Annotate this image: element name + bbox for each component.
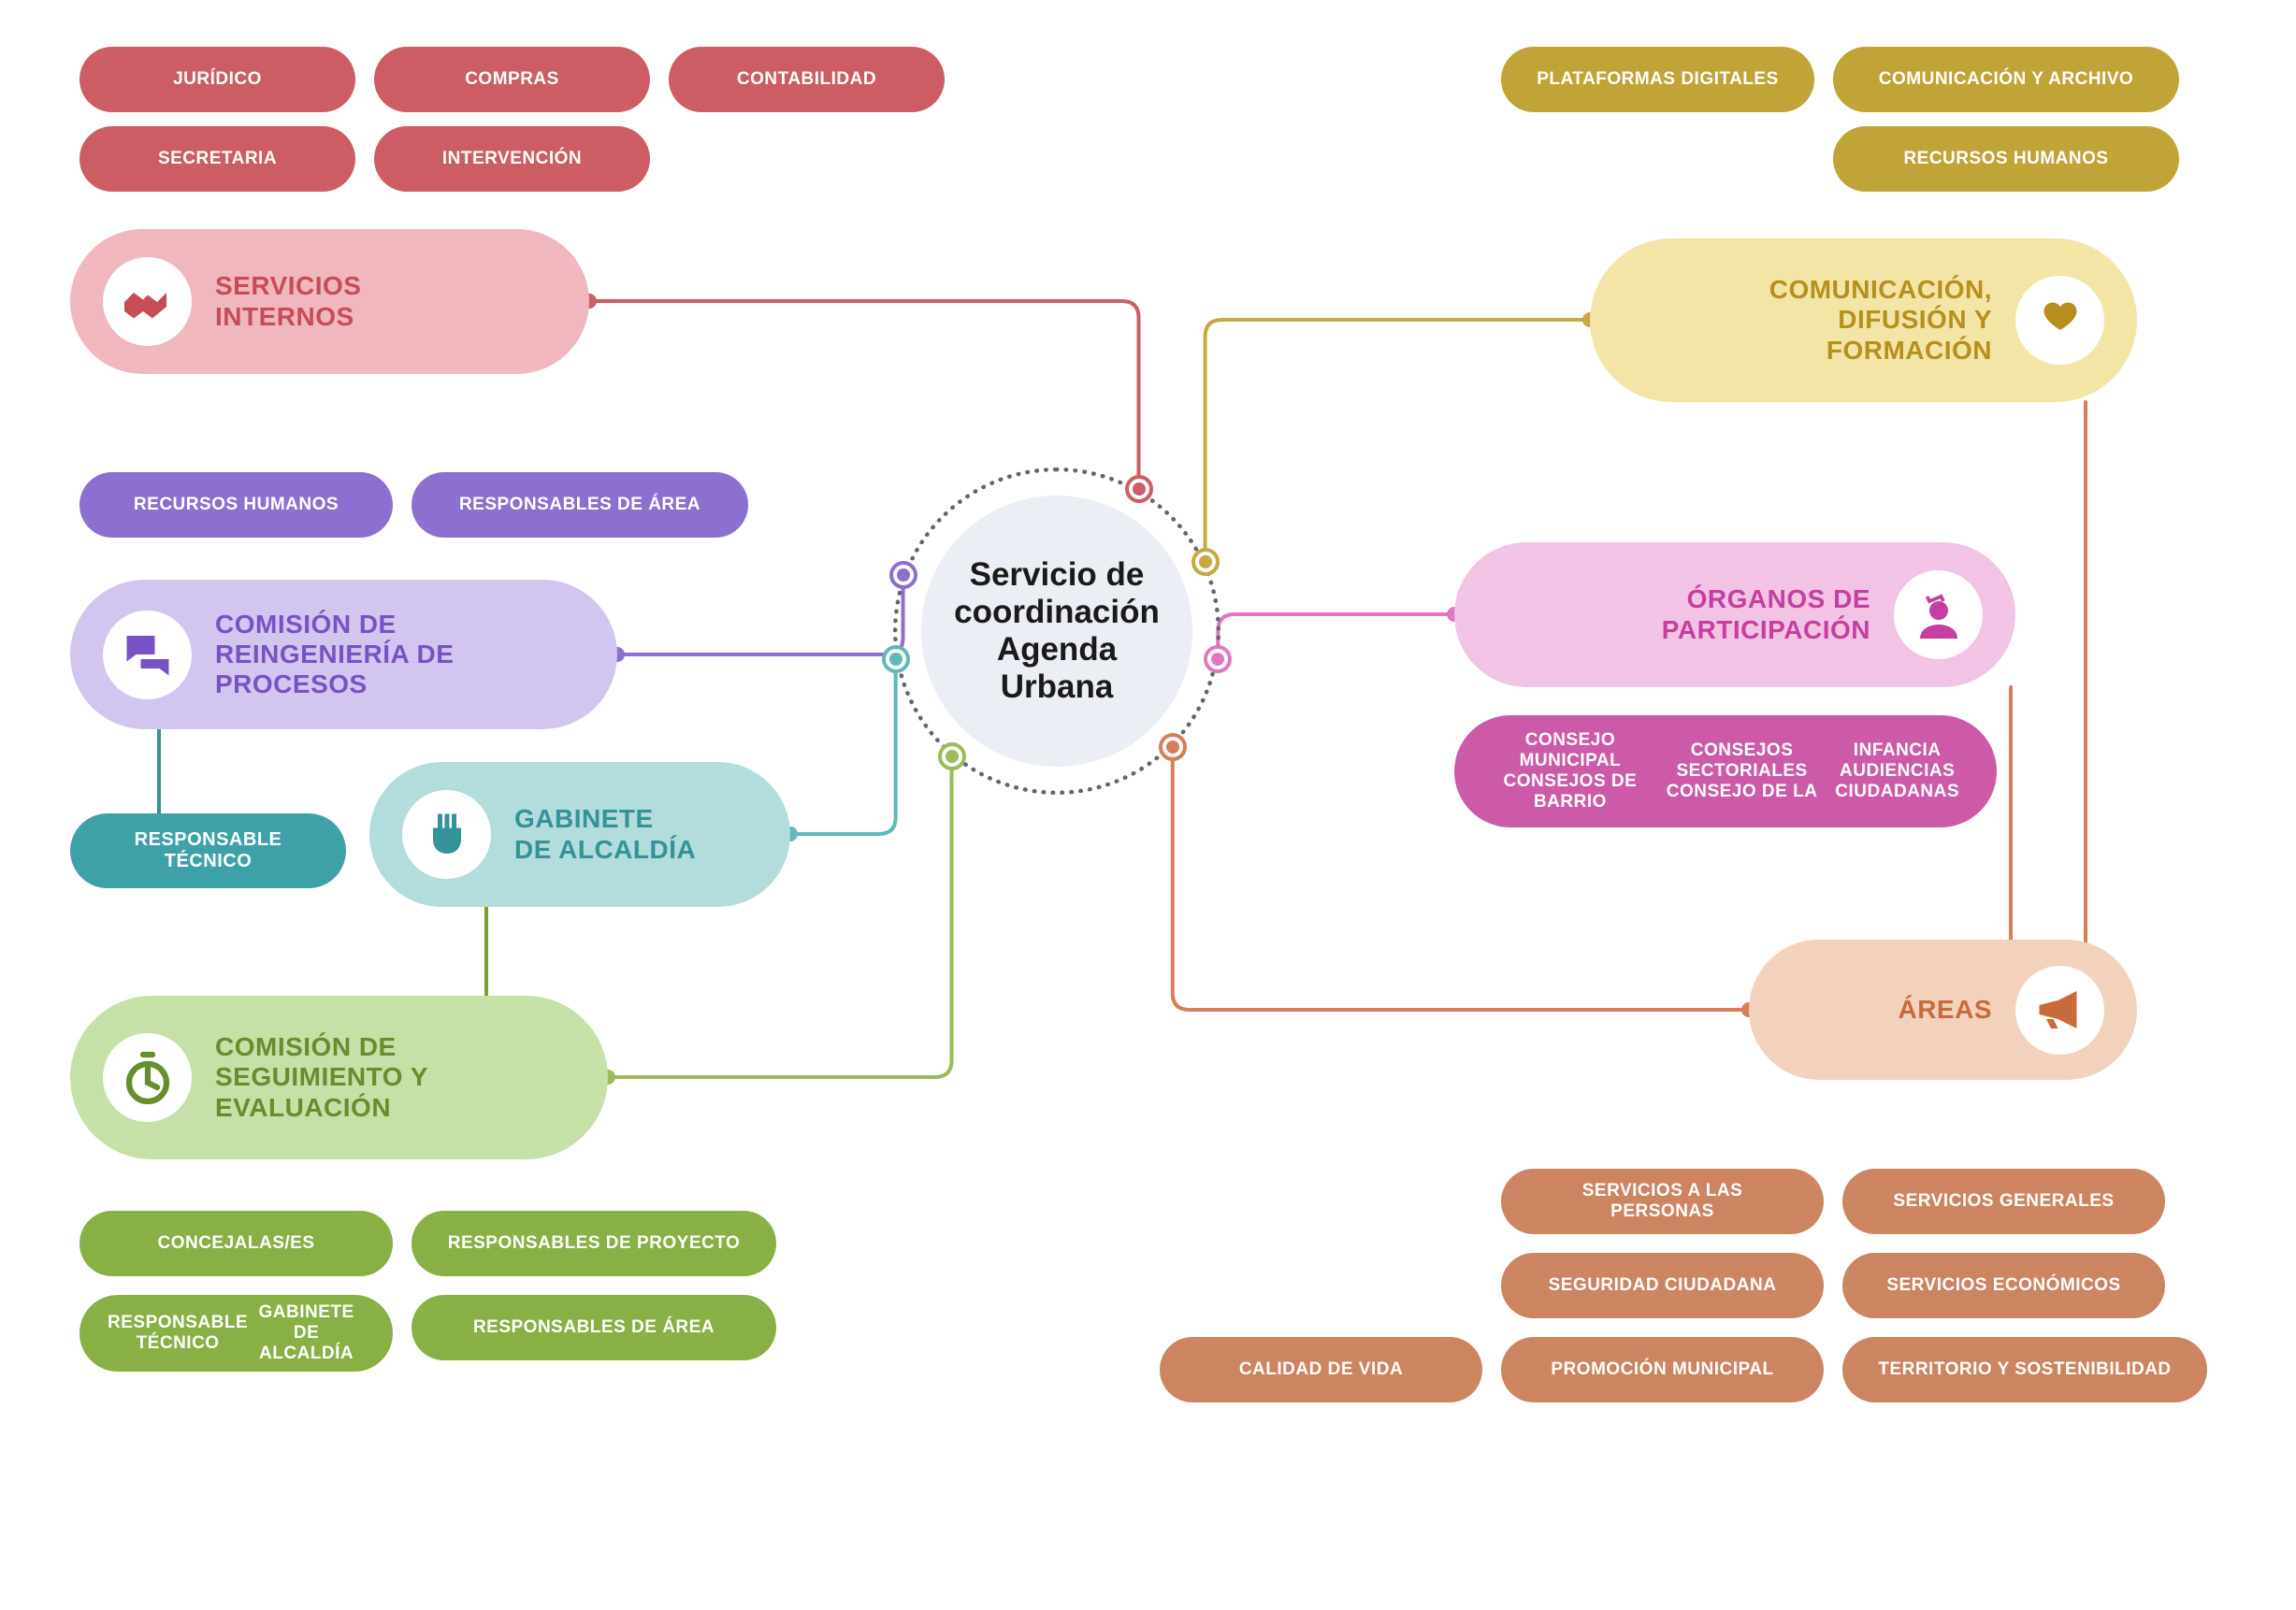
chip: SERVICIOS ECONÓMICOS	[1842, 1253, 2165, 1318]
chip: CONTABILIDAD	[669, 47, 945, 112]
chip: SERVICIOS A LAS PERSONAS	[1501, 1169, 1824, 1234]
center-title: Servicio decoordinaciónAgendaUrbana	[954, 556, 1160, 707]
chip: TERRITORIO Y SOSTENIBILIDAD	[1842, 1337, 2207, 1402]
people-icon	[1894, 570, 1983, 659]
chip: CONSEJO MUNICIPAL CONSEJOS DE BARRIOCONS…	[1454, 715, 1997, 827]
major-comunicacion: COMUNICACIÓN,DIFUSIÓN YFORMACIÓN	[1590, 238, 2137, 402]
megaphone-icon	[2015, 966, 2104, 1055]
major-label: GABINETEDE ALCALDÍA	[514, 804, 696, 864]
chat-icon	[103, 611, 192, 699]
handshake-icon	[103, 257, 192, 346]
major-label: ÁREAS	[1898, 995, 1992, 1025]
major-comision_seguimiento: COMISIÓN DESEGUIMIENTO YEVALUACIÓN	[70, 996, 608, 1159]
major-label: COMISIÓN DEREINGENIERÍA DEPROCESOS	[215, 610, 454, 700]
chip: SEGURIDAD CIUDADANA	[1501, 1253, 1824, 1318]
major-label: COMISIÓN DESEGUIMIENTO YEVALUACIÓN	[215, 1032, 428, 1123]
major-comision_reingenieria: COMISIÓN DEREINGENIERÍA DEPROCESOS	[70, 580, 617, 729]
chip: CONCEJALAS/ES	[79, 1211, 393, 1276]
chip: RESPONSABLES DE PROYECTO	[412, 1211, 776, 1276]
chip: PLATAFORMAS DIGITALES	[1501, 47, 1814, 112]
chip: PROMOCIÓN MUNICIPAL	[1501, 1337, 1824, 1402]
chip: COMUNICACIÓN Y ARCHIVO	[1833, 47, 2179, 112]
major-label: COMUNICACIÓN,DIFUSIÓN YFORMACIÓN	[1769, 275, 1992, 366]
major-gabinete: GABINETEDE ALCALDÍA	[369, 762, 790, 907]
center-node: Servicio decoordinaciónAgendaUrbana	[921, 496, 1192, 767]
chip: SERVICIOS GENERALES	[1842, 1169, 2165, 1234]
major-label: SERVICIOSINTERNOS	[215, 271, 361, 331]
chip: RESPONSABLES DE ÁREA	[412, 472, 748, 538]
chip: INTERVENCIÓN	[374, 126, 650, 192]
fist-icon	[402, 790, 491, 879]
chip: RECURSOS HUMANOS	[79, 472, 393, 538]
chip-responsable_tecnico: RESPONSABLE TÉCNICO	[70, 813, 346, 888]
chip: JURÍDICO	[79, 47, 355, 112]
heart-hand-icon	[2015, 276, 2104, 365]
stopwatch-icon	[103, 1033, 192, 1122]
chip: CALIDAD DE VIDA	[1160, 1337, 1482, 1402]
chip: RESPONSABLE TÉCNICOGABINETE DE ALCALDÍA	[79, 1295, 393, 1372]
major-label: ÓRGANOS DEPARTICIPACIÓN	[1662, 584, 1870, 644]
major-servicios_internos: SERVICIOSINTERNOS	[70, 229, 589, 374]
chip: RECURSOS HUMANOS	[1833, 126, 2179, 192]
chip: RESPONSABLES DE ÁREA	[412, 1295, 776, 1360]
major-organos: ÓRGANOS DEPARTICIPACIÓN	[1454, 542, 2015, 687]
major-areas: ÁREAS	[1749, 940, 2137, 1080]
chip: COMPRAS	[374, 47, 650, 112]
chip: SECRETARIA	[79, 126, 355, 192]
